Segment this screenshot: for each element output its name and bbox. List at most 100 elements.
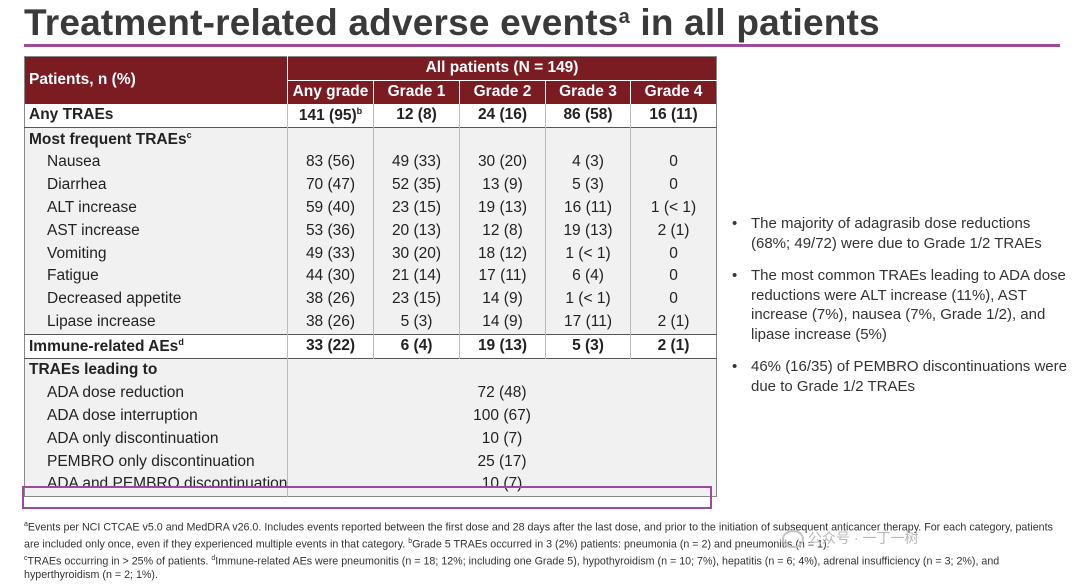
cell-grade-2: 19 (13) (459, 196, 546, 220)
cell-grade-2: 18 (12) (459, 242, 546, 266)
cell-value: 25 (17) (286, 450, 717, 474)
cell-grade-1: 23 (15) (373, 196, 460, 220)
row-label: ALT increase (47, 198, 137, 216)
cell-grade-4: 2 (1) (629, 219, 717, 243)
cell-grade-2: 14 (9) (459, 310, 546, 335)
table-row-section-most-frequent: Most frequent TRAEsc (24, 126, 717, 151)
table-row: PEMBRO only discontinuation 25 (17) (24, 450, 717, 474)
grade-header-4: Grade 4 (629, 80, 717, 104)
table-row: ADA only discontinuation 10 (7) (24, 427, 717, 451)
cell-grade-3: 1 (< 1) (545, 287, 631, 311)
cell-grade-3: 4 (3) (545, 150, 631, 174)
cell-grade-3: 5 (3) (545, 333, 631, 359)
bullet-item: The majority of adagrasib dose reduction… (732, 214, 1072, 253)
cell-grade-3: 86 (58) (545, 103, 631, 128)
cell-value: 10 (7) (286, 427, 717, 451)
table-row: Nausea 83 (56) 49 (33) 30 (20) 4 (3) 0 (24, 150, 717, 174)
table-row: ADA and PEMBRO discontinuation 10 (7) (24, 473, 717, 497)
table-row: AST increase 53 (36) 20 (13) 12 (8) 19 (13) 2… (24, 219, 717, 243)
row-label: ADA and PEMBRO discontinuation (47, 475, 288, 493)
all-patients-header: All patients (N = 149) (286, 56, 717, 81)
bullet-item: 46% (16/35) of PEMBRO discontinuations w… (732, 357, 1072, 396)
table-row: Vomiting 49 (33) 30 (20) 18 (12) 1 (< 1) 0 (24, 242, 717, 266)
grade-header-any: Any grade (287, 80, 374, 104)
row-label: Immune-related AEsd (24, 333, 288, 359)
row-label: Decreased appetite (47, 290, 182, 308)
cell-grade-2: 17 (11) (459, 265, 546, 288)
cell-any-grade: 83 (56) (287, 150, 374, 174)
row-label: PEMBRO only discontinuation (47, 452, 255, 470)
cell-grade-1: 20 (13) (373, 219, 460, 243)
section-label: Most frequent TRAEsc (24, 126, 288, 151)
cell-grade-3: 6 (4) (545, 265, 631, 288)
table-header-row-1: Patients, n (%) All patients (N = 149) (24, 56, 717, 104)
table-row: Diarrhea 70 (47) 52 (35) 13 (9) 5 (3) 0 (24, 173, 717, 197)
table-row-immune: Immune-related AEsd 33 (22) 6 (4) 19 (13… (24, 333, 717, 359)
row-label: Nausea (47, 153, 101, 170)
cell-grade-3: 1 (< 1) (545, 242, 631, 266)
footnotes: aEvents per NCI CTCAE v5.0 and MedDRA v2… (24, 521, 1053, 582)
title-divider (24, 44, 1060, 47)
cell-any-grade: 141 (95)b (287, 103, 374, 128)
cell-grade-1: 21 (14) (373, 265, 460, 288)
cell-any-grade: 70 (47) (287, 173, 374, 197)
cell-grade-3: 17 (11) (545, 310, 631, 335)
watermark: 公众号 · 一丁一树 (782, 528, 918, 549)
cell-grade-4: 0 (629, 242, 717, 266)
cell-grade-4: 16 (11) (629, 103, 717, 128)
cell-grade-1: 23 (15) (373, 287, 460, 311)
cell-any-grade: 38 (26) (287, 287, 374, 311)
cell-grade-2: 19 (13) (459, 333, 546, 359)
cell-grade-2: 12 (8) (459, 219, 546, 243)
cell-any-grade: 53 (36) (287, 219, 374, 243)
cell-grade-1: 6 (4) (373, 333, 460, 359)
table-row: ALT increase 59 (40) 23 (15) 19 (13) 16 (11)… (24, 196, 717, 220)
page-title: Treatment-related adverse eventsa in all… (24, 2, 880, 43)
cell-grade-2: 14 (9) (459, 287, 546, 311)
cell-grade-2: 24 (16) (459, 103, 546, 128)
cell-value: 100 (67) (286, 404, 717, 428)
row-label: Lipase increase (47, 313, 156, 331)
cell-value: 72 (48) (286, 381, 717, 405)
adverse-events-table: Patients, n (%) All patients (N = 149) A… (24, 56, 718, 497)
cell-grade-4: 2 (1) (629, 310, 717, 335)
cell-any-grade: 44 (30) (287, 265, 374, 288)
row-label: ADA only discontinuation (47, 429, 219, 447)
table-row-any-traes: Any TRAEs 141 (95)b 12 (8) 24 (16) 86 (5… (24, 103, 717, 128)
cell-grade-4: 0 (629, 287, 717, 311)
cell-grade-4: 0 (629, 265, 717, 288)
table-row: Decreased appetite 38 (26) 23 (15) 14 (9) 1 … (24, 287, 717, 311)
row-label: Diarrhea (47, 175, 107, 193)
frequent-traes-rows: Nausea 83 (56) 49 (33) 30 (20) 4 (3) 0 Diarrhe… (24, 150, 717, 335)
cell-grade-1: 52 (35) (373, 173, 460, 197)
cell-any-grade: 33 (22) (287, 333, 374, 359)
table-row-section-leading: TRAEs leading to (24, 357, 717, 382)
cell-value: 10 (7) (286, 473, 717, 497)
cell-grade-1: 30 (20) (373, 242, 460, 266)
table-row: ADA dose interruption 100 (67) (24, 404, 717, 428)
cell-grade-4: 0 (629, 150, 717, 174)
cell-any-grade: 49 (33) (287, 242, 374, 266)
cell-grade-4: 1 (< 1) (629, 196, 717, 220)
cell-grade-1: 5 (3) (373, 310, 460, 335)
row-label: Fatigue (47, 267, 99, 285)
grade-header-1: Grade 1 (373, 80, 460, 104)
row-label: AST increase (47, 221, 140, 239)
table-row: Lipase increase 38 (26) 5 (3) 14 (9) 17 (11)… (24, 310, 717, 335)
row-label: ADA dose interruption (47, 406, 198, 424)
wechat-icon (782, 530, 804, 549)
cell-any-grade: 59 (40) (287, 196, 374, 220)
patients-header: Patients, n (%) (24, 56, 288, 104)
table-row: ADA dose reduction 72 (48) (24, 381, 717, 405)
row-label: Vomiting (47, 244, 107, 262)
leading-traes-rows: ADA dose reduction 72 (48) ADA dose interr… (24, 381, 717, 497)
bullet-item: The most common TRAEs leading to ADA dos… (732, 266, 1072, 344)
cell-grade-3: 5 (3) (545, 173, 631, 197)
highlight-box (22, 486, 712, 509)
section-label: TRAEs leading to (24, 357, 288, 382)
cell-grade-1: 12 (8) (373, 103, 460, 128)
key-findings-list: The majority of adagrasib dose reduction… (732, 214, 1072, 409)
row-label: Any TRAEs (29, 106, 114, 124)
grade-header-3: Grade 3 (545, 80, 631, 104)
row-label: ADA dose reduction (47, 383, 185, 401)
